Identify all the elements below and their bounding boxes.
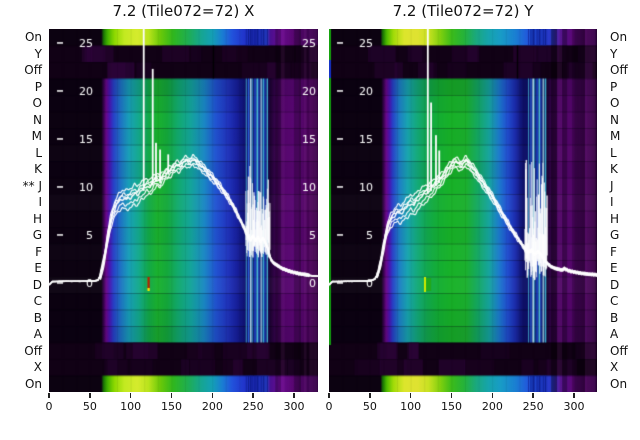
row-labels-right: On Y Off P O N M L K J I H G F E D C B A Off X On bbox=[608, 0, 640, 440]
row-label-left-2: Off bbox=[24, 63, 42, 78]
x-tick-label-1-0: 0 bbox=[325, 400, 333, 413]
heatmap-panel-y bbox=[329, 29, 597, 392]
row-label-right-16: C bbox=[610, 294, 619, 309]
row-label-left-9: ** J bbox=[22, 178, 42, 193]
row-label-left-0: On bbox=[24, 30, 42, 45]
row-label-right-1: Y bbox=[610, 46, 618, 61]
row-label-right-6: M bbox=[610, 129, 621, 144]
row-label-right-13: F bbox=[610, 244, 617, 259]
row-label-right-11: H bbox=[610, 211, 620, 226]
x-tick-mark-0-0 bbox=[48, 393, 50, 398]
x-tick-mark-1-1 bbox=[369, 393, 371, 398]
row-label-right-14: E bbox=[610, 261, 618, 276]
row-label-right-20: X bbox=[610, 360, 619, 375]
row-label-left-8: K bbox=[34, 162, 42, 177]
row-label-right-2: Off bbox=[610, 63, 628, 78]
row-label-right-10: I bbox=[610, 195, 614, 210]
x-tick-mark-0-5 bbox=[252, 393, 254, 398]
row-label-left-21: On bbox=[24, 376, 42, 391]
row-label-right-4: O bbox=[610, 96, 620, 111]
row-label-right-3: P bbox=[610, 79, 618, 94]
row-label-left-19: Off bbox=[24, 343, 42, 358]
x-tick-mark-0-6 bbox=[293, 393, 295, 398]
row-label-right-12: G bbox=[610, 228, 620, 243]
row-label-left-1: Y bbox=[34, 46, 42, 61]
row-label-left-6: M bbox=[31, 129, 42, 144]
x-tick-label-1-2: 100 bbox=[400, 400, 422, 413]
row-label-right-19: Off bbox=[610, 343, 628, 358]
x-tick-mark-0-3 bbox=[170, 393, 173, 398]
x-tick-mark-0-1 bbox=[89, 393, 91, 398]
x-tick-mark-1-2 bbox=[409, 393, 412, 398]
row-label-left-10: I bbox=[38, 195, 42, 210]
row-label-left-3: P bbox=[34, 79, 42, 94]
row-label-right-9: J bbox=[610, 178, 614, 193]
panel-x-title: 7.2 (Tile072=72) X bbox=[112, 2, 255, 20]
x-tick-label-1-3: 150 bbox=[441, 400, 462, 413]
x-tick-mark-1-5 bbox=[532, 393, 534, 398]
row-label-right-7: L bbox=[610, 145, 617, 160]
x-tick-label-1-6: 300 bbox=[563, 400, 585, 413]
x-tick-label-0-1: 50 bbox=[82, 400, 97, 413]
row-label-left-14: E bbox=[34, 261, 42, 276]
row-label-left-5: N bbox=[33, 112, 42, 127]
x-tick-label-1-5: 250 bbox=[522, 400, 544, 413]
row-label-right-8: K bbox=[610, 162, 618, 177]
row-label-left-20: X bbox=[33, 360, 42, 375]
row-label-left-13: F bbox=[35, 244, 42, 259]
row-label-left-4: O bbox=[32, 96, 42, 111]
x-tick-label-1-4: 200 bbox=[481, 400, 503, 413]
row-label-right-5: N bbox=[610, 112, 619, 127]
x-tick-mark-0-4 bbox=[211, 393, 214, 398]
x-tick-label-0-4: 200 bbox=[201, 400, 223, 413]
row-label-left-7: L bbox=[35, 145, 42, 160]
x-tick-label-0-5: 250 bbox=[242, 400, 264, 413]
x-tick-mark-0-2 bbox=[129, 393, 132, 398]
row-label-left-15: D bbox=[32, 277, 42, 292]
row-label-right-17: B bbox=[610, 310, 619, 325]
row-label-right-0: On bbox=[610, 30, 628, 45]
x-tick-label-0-6: 300 bbox=[283, 400, 305, 413]
row-label-left-12: G bbox=[32, 228, 42, 243]
x-tick-label-0-0: 0 bbox=[45, 400, 53, 413]
row-label-left-17: B bbox=[33, 310, 42, 325]
row-label-left-18: A bbox=[33, 327, 42, 342]
row-label-right-21: On bbox=[610, 376, 628, 391]
x-tick-label-1-1: 50 bbox=[362, 400, 377, 413]
row-labels-left: On Y Off P O N M L K ** J I H G F E D C B A Off X On bbox=[0, 0, 44, 440]
x-tick-mark-1-6 bbox=[573, 393, 575, 398]
x-tick-label-0-2: 100 bbox=[120, 400, 142, 413]
panel-y-title: 7.2 (Tile072=72) Y bbox=[392, 2, 534, 20]
row-label-right-15: D bbox=[610, 277, 620, 292]
x-tick-mark-1-3 bbox=[450, 393, 453, 398]
x-tick-mark-1-0 bbox=[328, 393, 330, 398]
row-label-right-18: A bbox=[610, 327, 619, 342]
x-tick-label-0-3: 150 bbox=[161, 400, 182, 413]
row-label-left-11: H bbox=[32, 211, 42, 226]
x-tick-mark-1-4 bbox=[491, 393, 494, 398]
heatmap-panel-x bbox=[49, 29, 318, 392]
row-label-left-16: C bbox=[33, 294, 42, 309]
